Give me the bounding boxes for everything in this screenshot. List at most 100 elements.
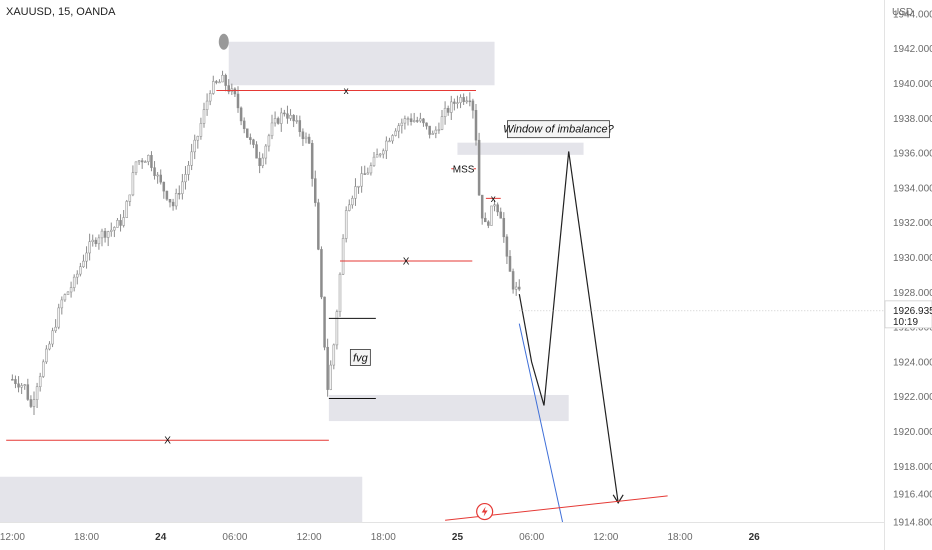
price-tick-label: 1940.000	[893, 79, 932, 90]
candle-body	[490, 205, 493, 226]
price-tick-label: 1944.000	[893, 9, 932, 20]
level-label: MSS	[453, 164, 475, 175]
candle-body	[236, 93, 240, 109]
candle-body	[106, 231, 110, 238]
candle-body	[215, 81, 218, 83]
candle-body	[242, 120, 246, 130]
price-tick-label: 1924.000	[893, 357, 932, 368]
candle-body	[385, 140, 388, 152]
candle-body	[314, 178, 317, 203]
price-axis[interactable]: 1914.800 1916.400 1918.000 1920.000 1922.000…	[884, 0, 932, 550]
candle-body	[443, 107, 447, 117]
candle-body	[450, 101, 453, 113]
candle-body	[97, 237, 101, 245]
candle-body	[208, 93, 212, 102]
candle-body	[484, 217, 487, 223]
candle-body	[344, 210, 348, 239]
candle-body	[363, 173, 366, 175]
candle-body	[456, 102, 459, 104]
time-tick-label: 06:00	[519, 532, 544, 543]
candle-body	[360, 173, 363, 187]
level-label: X	[403, 257, 410, 268]
candle-body	[397, 125, 400, 132]
candle-body	[38, 376, 42, 388]
current-price-badge[interactable]	[884, 300, 932, 329]
candle-body	[329, 364, 332, 390]
candle-body	[137, 160, 141, 163]
candle-body	[66, 291, 70, 295]
candle-body	[437, 129, 441, 131]
level-label: X	[164, 436, 171, 447]
candle-body	[289, 115, 292, 119]
candle-body	[412, 120, 416, 122]
candle-body	[162, 181, 166, 192]
candle-body	[258, 157, 261, 166]
candle-body	[131, 172, 135, 196]
candle-body	[508, 256, 512, 272]
candle-body	[82, 260, 85, 267]
candle-body	[156, 174, 159, 177]
candle-body	[487, 221, 490, 226]
candle-body	[239, 107, 243, 122]
candle-body	[440, 116, 444, 130]
candles-layer	[11, 33, 521, 415]
candle-body	[341, 238, 345, 275]
candle-body	[181, 181, 184, 194]
candle-body	[406, 118, 410, 120]
candle-body	[11, 379, 14, 381]
candle-body	[310, 143, 314, 179]
time-tick-label: 18:00	[74, 532, 99, 543]
candle-body	[502, 218, 506, 238]
candle-body	[88, 241, 91, 254]
candle-body	[91, 239, 94, 243]
candle-body	[85, 252, 88, 262]
fvg-label-box	[349, 349, 371, 366]
candle-body	[505, 236, 509, 257]
candle-body	[72, 276, 76, 288]
candle-body	[446, 107, 450, 113]
candle-body	[403, 118, 407, 124]
candle-body	[400, 122, 404, 127]
candle-body	[375, 154, 379, 158]
candle-body	[178, 193, 181, 195]
candle-body	[174, 193, 178, 207]
candle-body	[394, 130, 397, 136]
candle-body	[511, 271, 515, 290]
price-tick-label: 1938.000	[893, 114, 932, 125]
high-marker	[218, 33, 229, 50]
candle-body	[60, 299, 64, 309]
supply-demand-zone	[0, 476, 363, 522]
candle-body	[425, 122, 428, 127]
price-tick-label: 1922.000	[893, 392, 932, 403]
candle-body	[468, 100, 472, 103]
time-tick-label: 12:00	[593, 532, 618, 543]
candle-body	[434, 129, 438, 134]
candle-body	[391, 135, 394, 142]
candle-body	[453, 101, 456, 104]
candle-body	[366, 172, 370, 175]
candle-body	[57, 307, 60, 328]
candle-body	[388, 140, 391, 143]
candle-body	[128, 194, 132, 202]
supply-demand-zone	[457, 142, 584, 155]
candle-body	[110, 229, 113, 232]
candle-body	[419, 118, 422, 122]
candle-body	[202, 109, 206, 124]
candle-body	[317, 202, 320, 250]
candle-body	[496, 204, 499, 213]
candle-body	[153, 167, 156, 176]
time-axis[interactable]: 12:00 18:00 24 06:00 12:00 18:00 25 06:00 12:00 1…	[0, 522, 884, 544]
candle-body	[51, 330, 54, 345]
candle-body	[168, 198, 172, 203]
time-tick-label: 12:00	[0, 532, 25, 543]
candle-body	[171, 201, 175, 207]
candle-body	[298, 120, 302, 133]
blue-trend-line	[518, 323, 564, 523]
candle-body	[17, 383, 20, 388]
bar-countdown-label: 10:19	[893, 317, 918, 328]
candle-body	[246, 128, 249, 138]
candle-body	[184, 174, 187, 183]
candle-body	[187, 165, 190, 175]
projection-path	[518, 151, 619, 503]
